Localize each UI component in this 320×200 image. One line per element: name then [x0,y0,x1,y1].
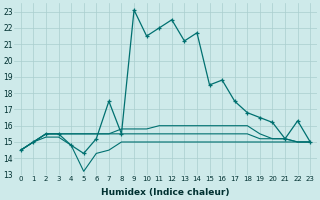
X-axis label: Humidex (Indice chaleur): Humidex (Indice chaleur) [101,188,230,197]
